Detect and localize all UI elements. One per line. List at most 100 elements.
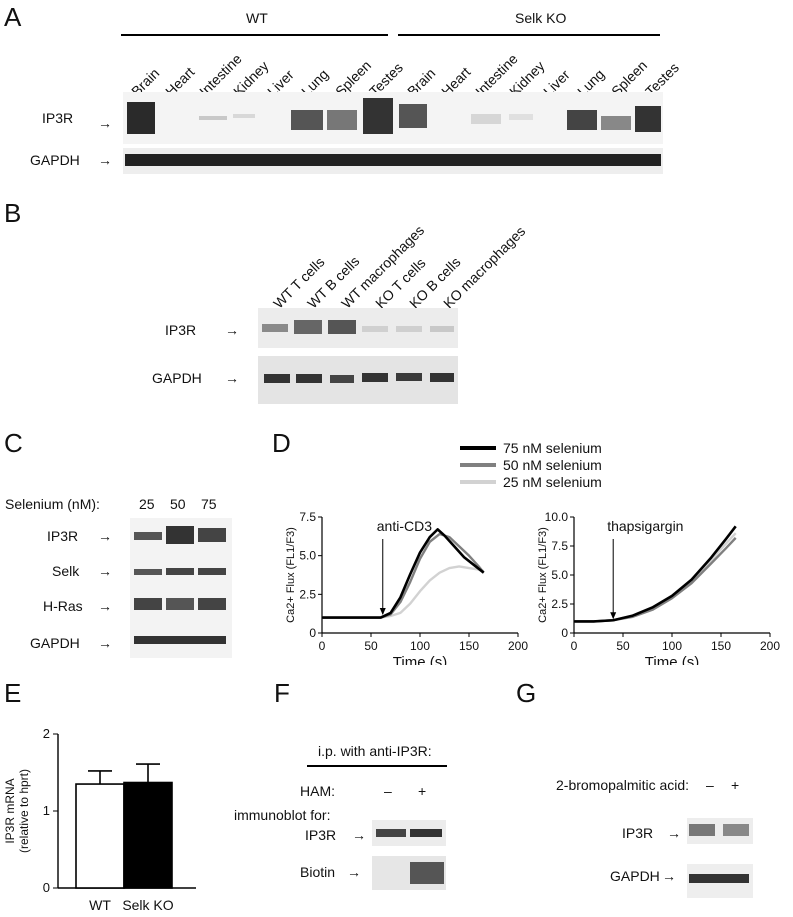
y-tick-label: 2.5 [551, 597, 568, 611]
legend [460, 446, 496, 484]
panel-label-a: A [4, 2, 22, 32]
x-tick-label: 200 [760, 639, 780, 653]
stimulus-label: anti-CD3 [377, 518, 432, 534]
wt-group-label: WT [246, 10, 268, 26]
conc-75: 75 [201, 496, 217, 512]
y-tick-label: 5.0 [299, 549, 316, 563]
bar [123, 781, 173, 889]
series-line [574, 525, 737, 623]
arrow-icon: → [225, 322, 239, 338]
blot-panel-f [372, 820, 446, 890]
arrow-icon: → [98, 528, 112, 544]
arrow-icon: → [98, 563, 112, 579]
ham-label: HAM: [300, 783, 335, 799]
bromopalmitic-label: 2-bromopalmitic acid: [556, 777, 690, 793]
x-tick-label: 200 [508, 639, 528, 653]
ip-header-bar [307, 765, 447, 767]
x-tick-label: 0 [319, 639, 326, 653]
y-tick-label: 2 [43, 726, 50, 741]
y-tick-label: 7.5 [299, 510, 316, 524]
ip3r-row-label: IP3R [622, 825, 654, 841]
panel-label-f: F [274, 678, 290, 708]
arrow-icon: → [352, 827, 366, 843]
arrow-icon: → [225, 370, 239, 386]
blot-panel-c [130, 518, 232, 658]
ham-minus: – [384, 783, 392, 799]
arrow-icon: → [98, 635, 112, 651]
immunoblot-label: immunoblot for: [234, 807, 331, 823]
y-tick-label: 0 [43, 880, 50, 895]
y-tick-label: 2.5 [299, 587, 316, 601]
x-tick-label: 100 [662, 639, 682, 653]
wt-group-bar [121, 34, 388, 36]
arrowhead-icon [610, 612, 617, 620]
ip3r-row-label: IP3R [305, 827, 337, 843]
panel-label-c: C [4, 428, 23, 458]
ko-group-label: Selk KO [515, 10, 567, 26]
arrow-icon: → [98, 152, 112, 168]
x-tick-label: 100 [410, 639, 430, 653]
y-axis-label: Ca2+ Flux (FL1/F3) [537, 527, 549, 623]
chart-e: 0 1 2 IP3R mRNA (relative to hprt) WT Selk KO [3, 726, 196, 913]
arrow-icon: → [98, 598, 112, 614]
ip3r-row-label: IP3R [165, 322, 197, 338]
selk-row-label: Selk [52, 563, 80, 579]
y-axis-label: IP3R mRNA [3, 778, 17, 843]
blot-panel-a [123, 92, 663, 174]
legend-label-50: 50 nM selenium [503, 457, 602, 473]
y-tick-label: 0 [561, 626, 568, 640]
series-line [574, 537, 737, 623]
x-axis-label: Time (s) [645, 654, 699, 665]
y-axis-label: Ca2+ Flux (FL1/F3) [285, 527, 297, 623]
x-tick-label: 150 [459, 639, 479, 653]
y-axis-label: (relative to hprt) [17, 769, 31, 853]
legend-label-25: 25 nM selenium [503, 474, 602, 490]
legend-label-75: 75 nM selenium [503, 440, 602, 456]
selenium-label: Selenium (nM): [5, 496, 100, 512]
arrow-icon: → [347, 864, 361, 880]
conc-50: 50 [170, 496, 186, 512]
x-tick-label: 150 [711, 639, 731, 653]
ip3r-row-label: IP3R [47, 528, 79, 544]
bar [75, 783, 125, 889]
ko-group-bar [398, 34, 660, 36]
blot-panel-g [687, 818, 753, 898]
series-line [322, 528, 485, 619]
series-line [322, 532, 485, 619]
biotin-row-label: Biotin [300, 864, 336, 880]
y-tick-label: 0 [309, 626, 316, 640]
gapdh-row-label: GAPDH [30, 635, 80, 651]
arrow-icon: → [667, 825, 681, 841]
x-tick-label: 50 [364, 639, 378, 653]
y-tick-label: 1 [43, 803, 50, 818]
bromo-plus: + [731, 777, 740, 793]
gapdh-row-label: GAPDH [610, 868, 660, 884]
x-tick-label: 0 [571, 639, 578, 653]
gapdh-row-label: GAPDH [30, 152, 80, 168]
arrow-icon: → [98, 115, 112, 131]
panel-label-b: B [4, 198, 22, 228]
gapdh-row-label: GAPDH [152, 370, 202, 386]
y-tick-label: 7.5 [551, 539, 568, 553]
category-label: Selk KO [122, 897, 173, 913]
ham-plus: + [418, 783, 427, 799]
ip-header: i.p. with anti-IP3R: [318, 743, 432, 759]
y-tick-label: 5.0 [551, 568, 568, 582]
conc-25: 25 [139, 496, 155, 512]
blot-panel-b [258, 308, 458, 404]
chart-d-right: 0 2.5 5.0 7.5 10.0 0 50 100 150 200 Time (s) Ca2+ F… [537, 510, 780, 665]
ip3r-row-label: IP3R [42, 110, 74, 126]
category-label: WT [89, 897, 111, 913]
hras-row-label: H-Ras [43, 598, 83, 614]
bromo-minus: – [706, 777, 714, 793]
x-axis-label: Time (s) [393, 654, 447, 665]
arrow-icon: → [662, 868, 676, 884]
panel-label-g: G [516, 678, 537, 708]
y-tick-label: 10.0 [545, 510, 569, 524]
chart-d-left: 0 2.5 5.0 7.5 0 50 100 150 200 Time (s) Ca2+ Flux … [285, 510, 528, 665]
panel-label-d: D [272, 428, 291, 458]
x-tick-label: 50 [616, 639, 630, 653]
stimulus-label: thapsigargin [607, 518, 683, 534]
arrowhead-icon [379, 607, 386, 615]
panel-label-e: E [4, 678, 22, 708]
